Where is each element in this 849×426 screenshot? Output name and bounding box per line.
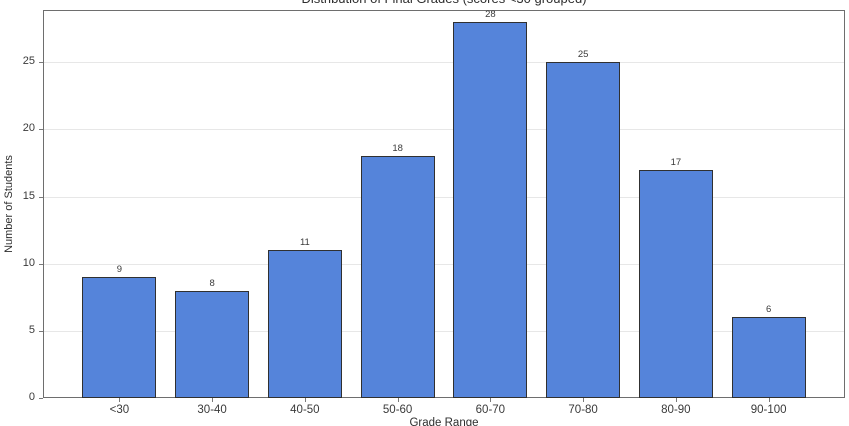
bar	[360, 156, 435, 398]
bar-value-label: 28	[485, 9, 496, 21]
x-tick-mark	[490, 398, 492, 402]
bar	[731, 317, 806, 398]
bar	[638, 169, 713, 398]
y-tick-label: 25	[22, 55, 35, 68]
x-tick-mark	[768, 398, 770, 402]
y-tick-label: 20	[22, 122, 35, 135]
plot-area	[43, 10, 845, 398]
y-tick-mark	[39, 263, 43, 265]
bar-value-label: 8	[209, 277, 215, 289]
y-tick-mark	[39, 330, 43, 332]
bar-value-label: 11	[299, 237, 310, 249]
bar-value-label: 6	[765, 304, 772, 316]
x-tick-label: <30	[109, 404, 130, 416]
y-tick-label: 5	[28, 323, 35, 336]
x-tick-label: 40-50	[290, 404, 320, 416]
y-axis-label: Number of Students	[3, 155, 15, 253]
x-tick-mark	[675, 398, 677, 402]
bar	[546, 62, 621, 398]
y-tick-mark	[39, 62, 43, 64]
bar-value-label: 25	[577, 49, 589, 61]
y-tick-mark	[39, 398, 43, 399]
bar-value-label: 9	[116, 264, 123, 276]
x-tick-label: 50-60	[382, 404, 413, 416]
x-tick-mark	[212, 398, 214, 402]
x-tick-label: 80-90	[661, 404, 691, 416]
y-tick-mark	[39, 196, 43, 198]
x-axis-label: Grade Range	[409, 417, 479, 426]
x-tick-label: 90-100	[750, 404, 787, 416]
bar	[267, 250, 342, 398]
y-tick-mark	[39, 129, 43, 131]
y-tick-label: 15	[22, 189, 35, 202]
bar	[453, 22, 528, 398]
x-tick-label: 60-70	[475, 404, 506, 416]
bar-value-label: 17	[670, 156, 682, 168]
x-tick-label: 30-40	[197, 404, 227, 416]
bar-value-label: 18	[392, 143, 403, 155]
bar	[82, 277, 157, 398]
x-tick-label: 70-80	[568, 404, 598, 416]
y-tick-label: 0	[28, 391, 35, 403]
x-tick-mark	[304, 398, 306, 402]
bar	[175, 290, 250, 398]
y-tick-label: 10	[22, 256, 35, 269]
x-tick-mark	[583, 398, 585, 402]
x-tick-mark	[119, 398, 121, 402]
chart-title: Distribution of Final Grades (scores <30…	[43, 0, 845, 6]
x-tick-mark	[397, 398, 399, 402]
